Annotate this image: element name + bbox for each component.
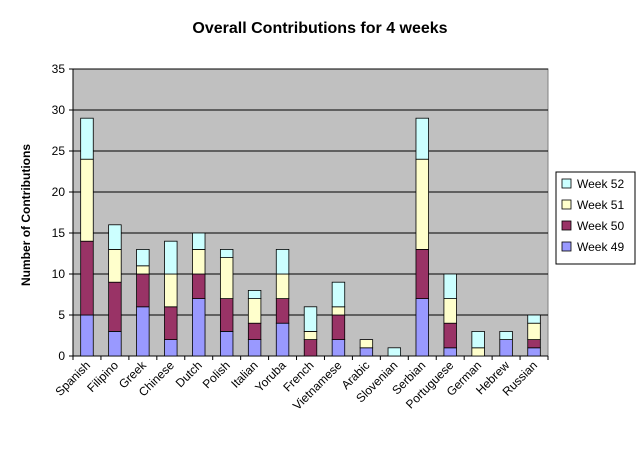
bar-segment-week-51	[275, 273, 290, 300]
bar-segment-week-50	[136, 273, 150, 308]
bar-segment-week-51	[164, 273, 178, 308]
bar-segment-week-49	[219, 330, 234, 357]
bar-segment-week-49	[331, 339, 346, 357]
legend-swatch	[561, 178, 572, 189]
bar-segment-week-50	[443, 322, 457, 349]
y-tick-label: 35	[52, 62, 66, 76]
bar-segment-week-52	[108, 224, 122, 250]
y-tick-label: 10	[52, 267, 66, 281]
bar-segment-week-51	[136, 265, 150, 275]
bar-segment-week-50	[164, 306, 178, 340]
bar-segment-week-51	[303, 330, 318, 340]
y-tick-label: 15	[52, 226, 66, 240]
bar-segment-week-49	[136, 306, 150, 357]
y-tick-label: 30	[52, 103, 66, 117]
bar-segment-week-49	[275, 322, 290, 357]
bar-segment-week-50	[247, 322, 262, 341]
bar-segment-week-52	[303, 306, 318, 332]
bar-segment-week-52	[387, 347, 402, 357]
bar-segment-week-49	[499, 339, 513, 357]
legend-label: Week 49	[577, 240, 624, 254]
bar-segment-week-49	[443, 347, 457, 357]
y-tick-label: 25	[52, 144, 66, 158]
x-tick-label: Yoruba	[252, 358, 289, 395]
y-tick-label: 5	[58, 308, 65, 322]
bar-segment-week-51	[108, 248, 122, 283]
bar-segment-week-52	[247, 289, 262, 299]
bar-segment-week-49	[359, 347, 374, 357]
bar-segment-week-52	[219, 248, 234, 258]
bar-segment-week-51	[471, 347, 485, 357]
bar-segment-week-50	[80, 240, 94, 316]
bar-segment-week-51	[415, 158, 429, 250]
bar-segment-week-51	[247, 298, 262, 324]
bar-segment-week-49	[415, 298, 429, 357]
bar-segment-week-52	[471, 330, 485, 349]
x-tick-label: Spanish	[53, 358, 94, 399]
bar-segment-week-49	[80, 314, 94, 357]
bar-segment-week-51	[219, 257, 234, 300]
bar-segment-week-51	[443, 298, 457, 324]
bar-segment-week-52	[415, 117, 429, 160]
y-tick-label: 0	[58, 349, 65, 363]
bar-segment-week-50	[303, 339, 318, 357]
legend: Week 52 Week 51 Week 50 Week 49	[555, 171, 636, 265]
bar-segment-week-50	[527, 339, 541, 349]
bar-segment-week-50	[108, 281, 122, 332]
bar-segment-week-50	[331, 314, 346, 341]
bar-segment-week-49	[527, 347, 541, 357]
bar-segment-week-52	[136, 248, 150, 267]
x-tick-label: Filipino	[84, 358, 121, 395]
bar-segment-week-51	[527, 322, 541, 341]
bar-segment-week-50	[219, 298, 234, 332]
x-tick-label: Dutch	[173, 358, 205, 390]
bar-segment-week-52	[80, 117, 94, 160]
bar-segment-week-51	[331, 306, 346, 316]
y-axis-label: Number of Contributions	[19, 144, 33, 286]
bar-segment-week-52	[192, 232, 206, 250]
bar-segment-week-50	[415, 248, 429, 299]
legend-label: Week 51	[577, 198, 624, 212]
x-tick-label: Polish	[200, 358, 233, 391]
bar-segment-week-50	[192, 273, 206, 300]
bar-segment-week-50	[275, 298, 290, 324]
legend-swatch	[561, 220, 572, 231]
bar-segment-week-52	[527, 314, 541, 324]
bar-segment-week-49	[164, 339, 178, 357]
legend-label: Week 52	[577, 177, 624, 191]
y-tick-label: 20	[52, 185, 66, 199]
bar-segment-week-51	[80, 158, 94, 242]
bar-segment-week-51	[192, 248, 206, 275]
plot-area: 05101520253035SpanishFilipinoGreekChines…	[52, 62, 549, 413]
bar-segment-week-49	[192, 298, 206, 357]
bar-segment-week-52	[164, 240, 178, 275]
bar-segment-week-52	[331, 281, 346, 308]
bar-segment-week-49	[247, 339, 262, 357]
bar-segment-week-52	[499, 330, 513, 340]
legend-swatch	[561, 199, 572, 210]
bar-segment-week-51	[359, 339, 374, 349]
legend-swatch	[561, 241, 572, 252]
chart-title: Overall Contributions for 4 weeks	[192, 20, 447, 37]
bar-segment-week-49	[108, 330, 122, 357]
bar-segment-week-52	[443, 273, 457, 300]
bar-segment-week-52	[275, 248, 290, 275]
legend-label: Week 50	[577, 219, 624, 233]
